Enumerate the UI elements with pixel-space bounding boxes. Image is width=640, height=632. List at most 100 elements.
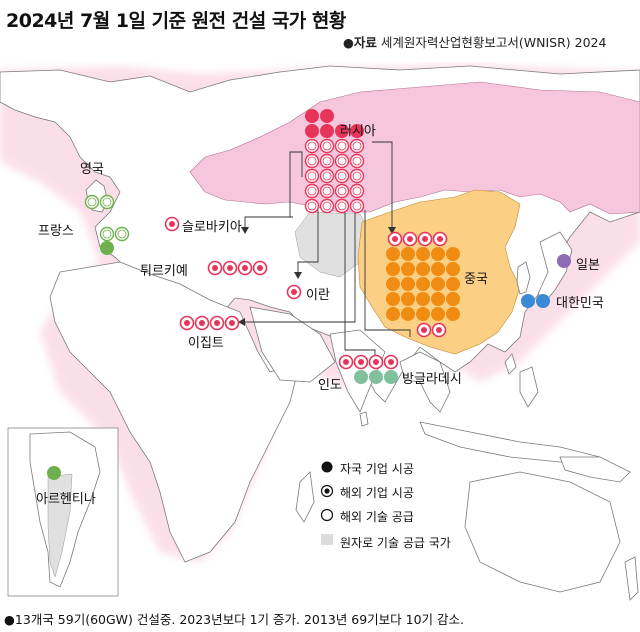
reactor-dot-china bbox=[446, 277, 460, 291]
legend-domestic: 자국 기업 시공 bbox=[340, 462, 414, 476]
reactor-dot-turkey bbox=[222, 260, 238, 276]
reactor-dot-iran bbox=[286, 284, 302, 300]
reactor-dot-china bbox=[386, 277, 400, 291]
reactor-dot-russia bbox=[320, 124, 334, 138]
reactor-dot-turkey bbox=[207, 260, 223, 276]
reactor-dot-india bbox=[369, 370, 383, 384]
reactor-dot-france bbox=[100, 241, 114, 255]
label-france: 프랑스 bbox=[38, 224, 74, 239]
reactor-dot-russia bbox=[334, 138, 350, 154]
reactor-dot-russia bbox=[334, 198, 350, 214]
reactor-dot-china bbox=[446, 307, 460, 321]
reactor-dot-uk bbox=[99, 194, 115, 210]
reactor-dot-russia bbox=[304, 183, 320, 199]
legend-markers bbox=[320, 461, 334, 545]
reactor-dot-russia bbox=[304, 153, 320, 169]
reactor-dot-uk bbox=[84, 194, 100, 210]
reactor-dot-china bbox=[432, 231, 448, 247]
reactor-dot-china bbox=[417, 231, 433, 247]
label-korea: 대한민국 bbox=[556, 296, 604, 311]
reactor-dot-china bbox=[386, 262, 400, 276]
label-russia: 러시아 bbox=[340, 124, 376, 139]
reactor-dot-france bbox=[99, 226, 115, 242]
label-slovakia: 슬로바키아 bbox=[182, 220, 242, 235]
legend-supplier: 원자로 기술 공급 국가 bbox=[340, 536, 451, 550]
korea-shape bbox=[516, 261, 531, 295]
reactor-dot-russia bbox=[350, 124, 364, 138]
reactor-dot-korea bbox=[521, 294, 535, 308]
reactor-dot-russia bbox=[304, 198, 320, 214]
reactor-dot-india bbox=[338, 354, 354, 370]
reactor-dots bbox=[47, 109, 571, 480]
label-egypt: 이집트 bbox=[188, 336, 224, 351]
reactor-dot-korea bbox=[536, 294, 550, 308]
gray-region bbox=[294, 211, 371, 278]
reactor-dot-bangladesh bbox=[416, 322, 432, 338]
reactor-dot-russia bbox=[349, 138, 365, 154]
label-iran: 이란 bbox=[306, 288, 330, 303]
reactor-dot-russia bbox=[335, 124, 349, 138]
reactor-dot-russia bbox=[319, 198, 335, 214]
reactor-dot-china bbox=[416, 292, 430, 306]
reactor-dot-india bbox=[383, 354, 399, 370]
label-turkey: 튀르키예 bbox=[140, 264, 188, 279]
reactor-dot-russia bbox=[334, 168, 350, 184]
reactor-dot-egypt bbox=[194, 315, 210, 331]
reactor-dot-egypt bbox=[224, 315, 240, 331]
reactor-dot-china bbox=[416, 277, 430, 291]
reactor-dot-china bbox=[431, 292, 445, 306]
reactor-dot-russia bbox=[304, 168, 320, 184]
page-title: 2024년 7월 1일 기준 원전 건설 국가 현황 bbox=[6, 10, 346, 32]
reactor-dot-china bbox=[386, 292, 400, 306]
reactor-dot-japan bbox=[557, 254, 571, 268]
reactor-dot-china bbox=[401, 262, 415, 276]
reactor-dot-china bbox=[386, 247, 400, 261]
reactor-dot-slovakia bbox=[164, 216, 180, 232]
legend-foreign-builder: 해외 기업 시공 bbox=[340, 486, 414, 500]
reactor-dot-china bbox=[416, 307, 430, 321]
reactor-dot-china bbox=[446, 247, 460, 261]
reactor-dot-china bbox=[416, 247, 430, 261]
russia-region bbox=[189, 81, 640, 215]
reactor-dot-russia bbox=[349, 168, 365, 184]
label-argentina: 아르헨티나 bbox=[36, 492, 96, 507]
reactor-dot-china bbox=[401, 247, 415, 261]
reactor-dot-russia bbox=[349, 198, 365, 214]
reactor-dot-russia bbox=[304, 138, 320, 154]
source-note: ●자료 세계원자력산업현황보고서(WNISR) 2024 bbox=[343, 32, 606, 51]
reactor-dot-india bbox=[353, 354, 369, 370]
reactor-dot-egypt bbox=[179, 315, 195, 331]
reactor-dot-india bbox=[368, 354, 384, 370]
reactor-dot-china bbox=[431, 307, 445, 321]
reactor-dot-france bbox=[114, 226, 130, 242]
source-label: ●자료 bbox=[343, 35, 377, 50]
reactor-dot-china bbox=[401, 307, 415, 321]
reactor-dot-egypt bbox=[209, 315, 225, 331]
reactor-dot-russia bbox=[349, 153, 365, 169]
reactor-dot-china bbox=[416, 262, 430, 276]
reactor-dot-russia bbox=[320, 109, 334, 123]
reactor-dot-argentina bbox=[47, 466, 61, 480]
reactor-dot-china bbox=[387, 231, 403, 247]
reactor-dot-russia bbox=[319, 168, 335, 184]
reactor-dot-russia bbox=[305, 124, 319, 138]
label-japan: 일본 bbox=[576, 258, 600, 273]
label-uk: 영국 bbox=[80, 162, 104, 177]
reactor-dot-russia bbox=[319, 183, 335, 199]
reactor-dot-russia bbox=[334, 183, 350, 199]
reactor-dot-russia bbox=[319, 138, 335, 154]
label-china: 중국 bbox=[464, 272, 488, 287]
label-india: 인도 bbox=[318, 378, 342, 393]
reactor-dot-china bbox=[446, 262, 460, 276]
reactor-dot-russia bbox=[334, 153, 350, 169]
reactor-dot-china bbox=[401, 277, 415, 291]
map-canvas bbox=[0, 64, 640, 601]
label-bangladesh: 방글라데시 bbox=[402, 372, 462, 387]
reactor-dot-china bbox=[431, 262, 445, 276]
reactor-dot-china bbox=[446, 292, 460, 306]
reactor-dot-bangladesh bbox=[431, 322, 447, 338]
footer-note: ●13개국 59기(60GW) 건설중. 2023년보다 1기 증가. 2013… bbox=[4, 612, 464, 627]
reactor-dot-china bbox=[386, 307, 400, 321]
world-map: 러시아 영국 프랑스 슬로바키아 튀르키예 이란 이집트 중국 일본 대한민국 … bbox=[0, 62, 640, 604]
reactor-dot-turkey bbox=[252, 260, 268, 276]
